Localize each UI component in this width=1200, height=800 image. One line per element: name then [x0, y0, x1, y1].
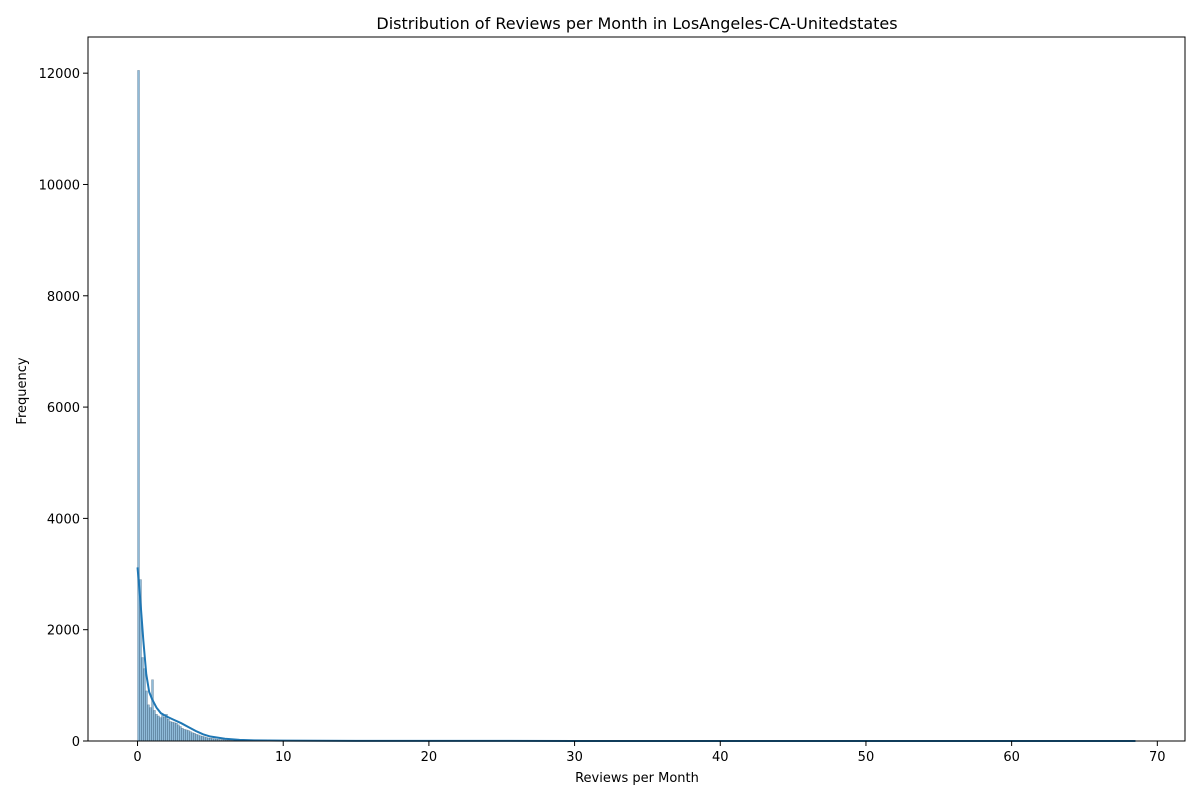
histogram-bar [205, 737, 208, 742]
x-tick-label: 10 [275, 750, 292, 765]
histogram-bar [153, 710, 156, 742]
histogram-bar [159, 717, 162, 742]
histogram-bar [183, 729, 186, 742]
histogram-bar [157, 715, 160, 742]
axes: 0 10 20 30 40 50 60 70 0 2000 4000 6000 8000 10000 120… [39, 67, 1166, 765]
histogram-bar [147, 704, 150, 742]
histogram-bar [177, 724, 180, 742]
histogram-bar [145, 690, 148, 742]
histogram-bar [187, 730, 190, 742]
y-axis-title: Frequency [15, 357, 30, 424]
histogram-bar [179, 726, 182, 742]
histogram-bar [193, 733, 196, 742]
x-tick-label: 0 [133, 750, 141, 765]
y-tick-label: 6000 [47, 401, 80, 416]
histogram-bar [185, 729, 188, 742]
x-tick-label: 40 [712, 750, 729, 765]
histogram-bar [155, 714, 158, 742]
histogram-bar [169, 721, 172, 742]
plot-area [136, 70, 1137, 742]
kde-line [136, 567, 1136, 742]
histogram-bar [171, 721, 174, 742]
y-tick-label: 2000 [47, 624, 80, 639]
x-tick-label: 50 [858, 750, 875, 765]
histogram-bar [203, 736, 206, 742]
histogram-bar [149, 707, 152, 742]
y-tick-label: 12000 [39, 67, 80, 82]
x-tick-label: 70 [1149, 750, 1166, 765]
histogram-bar [195, 734, 198, 742]
chart-title: Distribution of Reviews per Month in Los… [376, 14, 897, 33]
y-tick-label: 4000 [47, 512, 80, 527]
histogram-bar [199, 735, 202, 742]
histogram-bar [167, 719, 170, 742]
histogram-bar [161, 715, 164, 742]
histogram-bar [165, 714, 168, 742]
histogram-bar [141, 657, 144, 742]
histogram-bar [181, 728, 184, 742]
histogram-bar [197, 734, 200, 742]
histogram-bar [151, 679, 154, 742]
x-tick-label: 20 [421, 750, 438, 765]
plot-frame [87, 36, 1186, 742]
x-tick-label: 30 [566, 750, 583, 765]
histogram-bar [175, 722, 178, 742]
histogram-bar [201, 736, 204, 742]
y-tick-label: 8000 [47, 290, 80, 305]
histogram-bar [137, 70, 140, 742]
histogram-bar [189, 731, 192, 742]
x-axis-title: Reviews per Month [575, 771, 699, 786]
histogram-bar [163, 716, 166, 742]
y-tick-label: 10000 [39, 178, 80, 193]
x-tick-label: 60 [1003, 750, 1020, 765]
histogram-bar [191, 732, 194, 742]
histogram-bar [143, 668, 146, 742]
y-tick-label: 0 [72, 735, 80, 750]
histogram-bar [173, 722, 176, 742]
